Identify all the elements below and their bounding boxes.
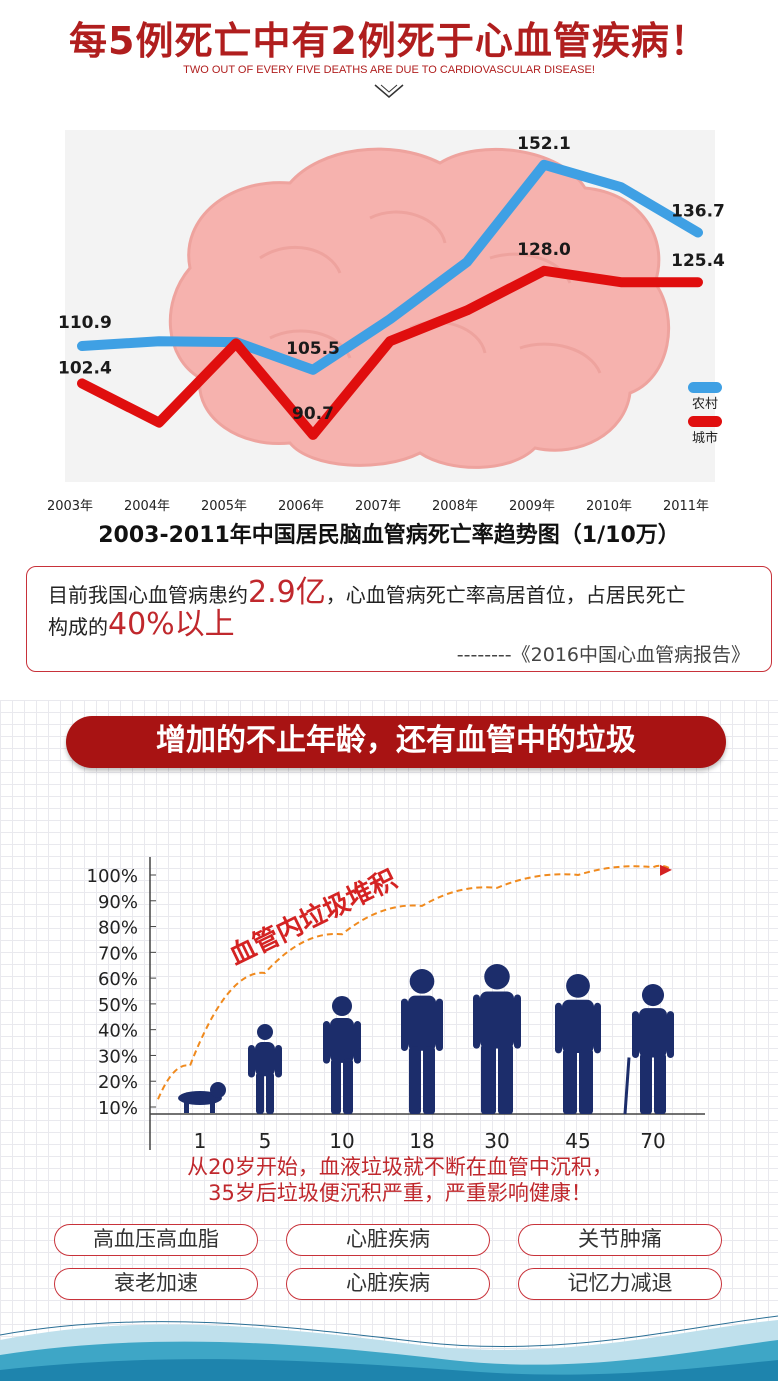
quote-percent: 40%以上 — [108, 607, 235, 642]
data-label: 128.0 — [517, 240, 571, 260]
mortality-trend-chart: 110.9105.5152.1136.7102.490.7128.0125.4 … — [47, 130, 725, 514]
chart-caption: 2003-2011年中国居民脑血管病死亡率趋势图（1/10万） — [98, 523, 680, 548]
brain-illustration — [168, 147, 671, 469]
teen-icon — [323, 996, 361, 1114]
data-point — [311, 367, 315, 372]
legend-swatch — [688, 416, 722, 427]
x-tick-label: 18 — [409, 1129, 434, 1153]
tag-joint-swelling: 关节肿痛 — [518, 1224, 722, 1256]
x-tick-label: 1 — [194, 1129, 207, 1153]
y-tick-label: 20% — [98, 1072, 138, 1093]
x-tick-label: 5 — [259, 1129, 272, 1153]
x-tick-label: 10 — [329, 1129, 354, 1153]
y-tick-label: 100% — [87, 866, 138, 887]
wave-decoration — [0, 1315, 778, 1381]
y-tick-label: 30% — [98, 1046, 138, 1067]
tag-heart-disease-2: 心脏疾病 — [286, 1268, 490, 1300]
y-tick-label: 80% — [98, 918, 138, 939]
data-point — [388, 339, 392, 344]
data-point — [542, 162, 546, 167]
quote-line2-pre: 构成的 — [48, 615, 108, 639]
baby-icon — [178, 1082, 226, 1113]
x-tick-label: 45 — [565, 1129, 590, 1153]
quote-box — [26, 566, 772, 672]
young-man-icon — [401, 969, 443, 1114]
tag-hypertension: 高血压高血脂 — [54, 1224, 258, 1256]
data-point — [157, 339, 161, 344]
data-point — [619, 185, 623, 190]
health-note-line1: 从20岁开始，血液垃圾就不断在血管中沉积， — [187, 1155, 613, 1179]
quote-line1-post: ，心血管病死亡率高居首位，占居民死亡 — [325, 583, 686, 607]
x-tick-label: 2003年 — [47, 499, 93, 514]
chevron-down-icon — [374, 84, 404, 98]
data-point — [696, 280, 700, 285]
data-point — [80, 381, 84, 386]
tag-aging: 衰老加速 — [54, 1268, 258, 1300]
middle-aged-man-icon — [555, 974, 601, 1114]
x-tick-label: 2010年 — [586, 499, 632, 514]
data-label: 110.9 — [58, 313, 112, 333]
elderly-man-with-cane-icon — [623, 984, 674, 1115]
data-point — [465, 308, 469, 313]
man-icon — [473, 964, 521, 1114]
section-banner — [66, 716, 726, 768]
legend-label: 农村 — [692, 397, 718, 412]
health-note-line2: 35岁后垃圾便沉积严重，严重影响健康！ — [208, 1181, 592, 1205]
quote-patients-number: 2.9亿 — [248, 575, 326, 610]
data-point — [311, 432, 315, 437]
chart-annotation: 血管内垃圾堆积 — [224, 864, 401, 972]
data-point — [696, 230, 700, 235]
x-tick-label: 30 — [484, 1129, 509, 1153]
y-tick-label: 90% — [98, 892, 138, 913]
data-label: 90.7 — [292, 404, 334, 424]
data-label: 105.5 — [286, 339, 340, 359]
child-icon — [248, 1024, 282, 1114]
x-tick-label: 2005年 — [201, 499, 247, 514]
y-tick-label: 60% — [98, 969, 138, 990]
quote-line1-pre: 目前我国心血管病患约 — [48, 583, 248, 607]
y-tick-label: 40% — [98, 1021, 138, 1042]
x-tick-label: 2011年 — [663, 499, 709, 514]
x-tick-label: 2006年 — [278, 499, 324, 514]
x-tick-label: 2008年 — [432, 499, 478, 514]
x-tick-label: 2009年 — [509, 499, 555, 514]
page-title: 每5例死亡中有2例死于心血管疾病！ — [69, 19, 709, 63]
page-subtitle: TWO OUT OF EVERY FIVE DEATHS ARE DUE TO … — [183, 64, 595, 76]
quote-source: --------《2016中国心血管病报告》 — [456, 644, 750, 666]
quote-text: 目前我国心血管病患约2.9亿，心血管病死亡率高居首位，占居民死亡 构成的40%以… — [48, 578, 760, 642]
section-banner-text: 增加的不止年龄，还有血管中的垃圾 — [156, 723, 636, 758]
data-point — [465, 260, 469, 264]
x-tick-label: 2004年 — [124, 499, 170, 514]
legend-label: 城市 — [692, 430, 718, 446]
y-tick-label: 70% — [98, 943, 138, 964]
data-label: 152.1 — [517, 134, 571, 154]
data-point — [388, 317, 392, 322]
age-vessel-waste-chart: 100% 90% 80% 70% 60% 50% 40% 30% 20% 10% 1 5 10 18 30… — [87, 857, 705, 1153]
trend-arrowhead — [660, 864, 672, 876]
x-tick-label: 70 — [640, 1129, 665, 1153]
data-point — [80, 344, 84, 349]
data-point — [542, 268, 546, 273]
tag-heart-disease: 心脏疾病 — [286, 1224, 490, 1256]
legend-swatch — [688, 382, 722, 393]
y-tick-label: 10% — [98, 1098, 138, 1119]
data-label: 125.4 — [671, 251, 725, 271]
data-point — [157, 420, 161, 425]
x-tick-label: 2007年 — [355, 499, 401, 514]
data-point — [619, 280, 623, 285]
data-label: 102.4 — [58, 358, 112, 378]
data-label: 136.7 — [671, 202, 725, 222]
health-note: 从20岁开始，血液垃圾就不断在血管中沉积， 35岁后垃圾便沉积严重，严重影响健康… — [100, 1154, 700, 1206]
data-point — [234, 341, 238, 346]
tag-memory-decline: 记忆力减退 — [518, 1268, 722, 1300]
y-tick-label: 50% — [98, 995, 138, 1016]
trend-line — [157, 864, 673, 1100]
